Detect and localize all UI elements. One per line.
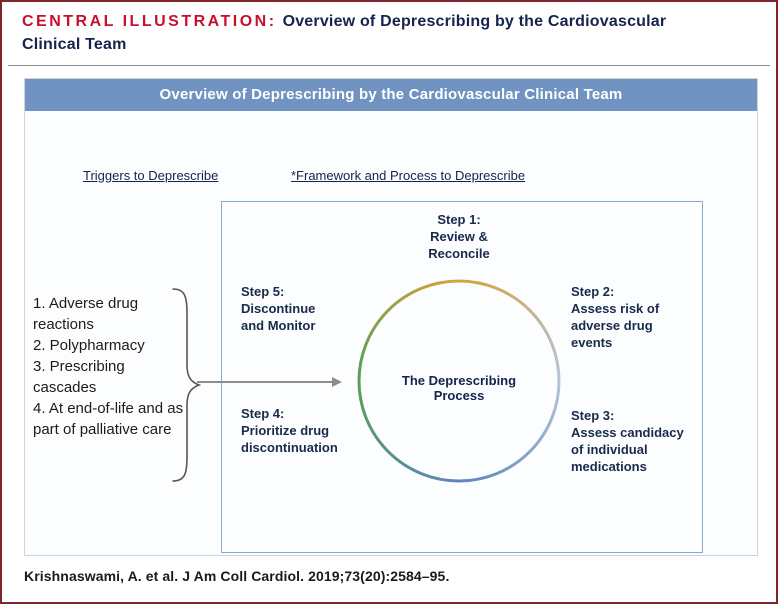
central-illustration-label: CENTRAL ILLUSTRATION:	[22, 13, 277, 30]
citation: Krishnaswami, A. et al. J Am Coll Cardio…	[24, 568, 450, 584]
step-4-label: Step 4:	[241, 406, 285, 421]
process-circle-icon	[357, 279, 561, 483]
step-3-text: Assess candidacy of individual medicatio…	[571, 425, 684, 474]
step-3-label: Step 3:	[571, 408, 615, 423]
step-1-text: Review & Reconcile	[428, 229, 490, 261]
figure-banner-title: Overview of Deprescribing by the Cardiov…	[25, 79, 757, 111]
step-1: Step 1: Review & Reconcile	[404, 211, 514, 262]
trigger-item: 4. At end-of-life and as part of palliat…	[33, 400, 184, 438]
step-5: Step 5: Discontinue and Monitor	[241, 283, 341, 334]
figure-header: CENTRAL ILLUSTRATION: Overview of Depresc…	[22, 10, 722, 56]
figure-title: Overview of Deprescribing by the Cardiov…	[22, 13, 667, 53]
right-arrow-icon	[197, 377, 342, 387]
step-5-text: Discontinue and Monitor	[241, 301, 316, 333]
trigger-item: 3. Prescribing cascades	[33, 358, 125, 396]
triggers-list: 1. Adverse drug reactions 2. Polypharmac…	[33, 293, 185, 440]
step-5-label: Step 5:	[241, 284, 285, 299]
framework-heading: *Framework and Process to Deprescribe	[291, 168, 526, 183]
trigger-item: 1. Adverse drug reactions	[33, 295, 139, 333]
step-4-text: Prioritize drug discontinuation	[241, 423, 338, 455]
figure-panel: Overview of Deprescribing by the Cardiov…	[24, 78, 758, 556]
step-3: Step 3: Assess candidacy of individual m…	[571, 407, 699, 475]
triggers-heading: Triggers to Deprescribe	[83, 168, 219, 183]
step-1-label: Step 1:	[437, 212, 481, 227]
brace-icon	[172, 288, 201, 482]
header-divider	[8, 65, 770, 66]
step-4: Step 4: Prioritize drug discontinuation	[241, 405, 353, 456]
step-2: Step 2: Assess risk of adverse drug even…	[571, 283, 689, 351]
trigger-item: 2. Polypharmacy	[33, 337, 145, 354]
process-circle-label: The Deprescribing Process	[401, 373, 517, 403]
step-2-label: Step 2:	[571, 284, 615, 299]
framework-box	[221, 201, 703, 553]
arrow-head-icon	[332, 377, 342, 387]
step-2-text: Assess risk of adverse drug events	[571, 301, 660, 350]
